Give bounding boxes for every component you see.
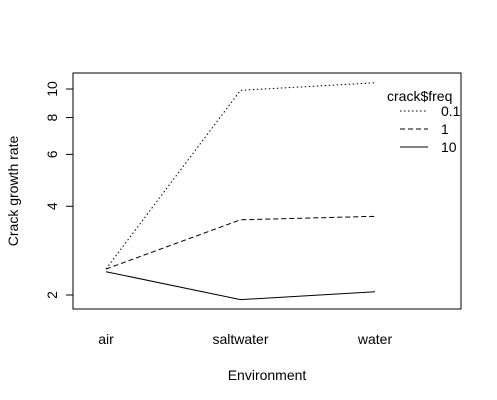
y-tick-label: 6 — [44, 150, 60, 158]
legend-label-10: 10 — [441, 139, 457, 155]
series-line-0.1 — [105, 82, 376, 270]
x-tick-label: saltwater — [212, 331, 268, 347]
legend-label-0.1: 0.1 — [441, 103, 461, 119]
series-lines — [105, 82, 376, 301]
x-axis-title: Environment — [228, 367, 307, 383]
legend-label-1: 1 — [441, 121, 449, 137]
series-line-10 — [105, 271, 376, 301]
y-axis: 2 4 6 8 10 — [44, 81, 74, 299]
legend-title: crack$freq — [387, 88, 452, 104]
x-tick-label: water — [357, 331, 393, 347]
x-tick-label: air — [98, 331, 114, 347]
y-tick-label: 4 — [44, 202, 60, 210]
legend: crack$freq 0.1 1 10 — [387, 88, 461, 155]
y-tick-label: 2 — [44, 291, 60, 299]
plot-frame — [72, 72, 462, 310]
y-axis-title: Crack growth rate — [5, 136, 21, 247]
y-tick-label: 10 — [44, 81, 60, 97]
y-tick-label: 8 — [44, 113, 60, 121]
x-tick-labels: air saltwater water — [98, 331, 392, 347]
series-line-1 — [105, 215, 376, 270]
